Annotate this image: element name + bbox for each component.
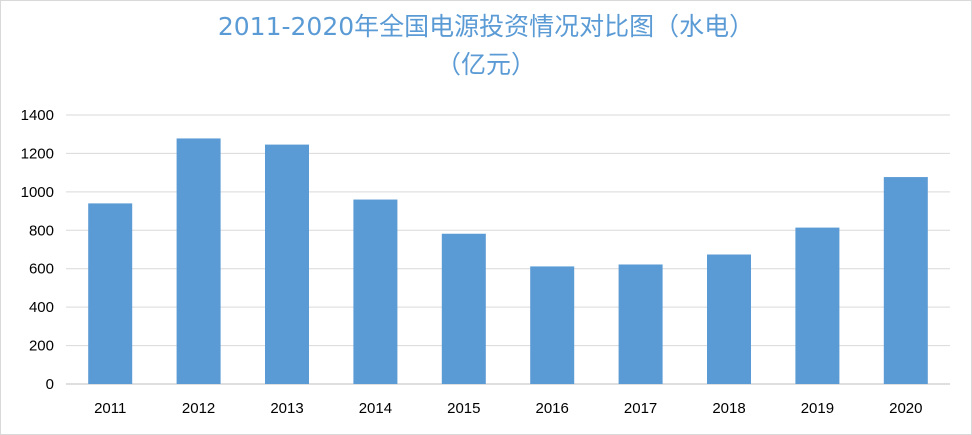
x-tick-label: 2012: [182, 400, 215, 417]
bar-2019: [795, 227, 840, 384]
y-tick-label: 0: [46, 376, 54, 393]
bar-2013: [265, 144, 309, 384]
bar-2014: [353, 199, 398, 384]
x-tick-label: 2019: [801, 400, 834, 417]
x-tick-label: 2013: [270, 400, 303, 417]
x-tick-label: 2014: [359, 400, 392, 417]
x-tick-label: 2015: [447, 400, 480, 417]
chart-subtitle: （亿元）: [435, 50, 536, 79]
bar-2020: [883, 177, 928, 384]
x-tick-label: 2020: [889, 400, 922, 417]
y-tick-label: 1400: [21, 107, 54, 124]
y-tick-label: 400: [29, 299, 54, 316]
x-tick-label: 2018: [712, 400, 745, 417]
y-tick-label: 1200: [21, 145, 54, 162]
bar-2018: [707, 254, 751, 384]
x-tick-label: 2016: [536, 400, 569, 417]
x-tick-label: 2017: [624, 400, 657, 417]
chart-title: 2011-2020年全国电源投资情况对比图（水电）: [217, 12, 755, 41]
y-tick-label: 600: [29, 261, 54, 278]
y-tick-label: 800: [29, 222, 54, 239]
bar-2015: [441, 233, 486, 384]
x-tick-label: 2011: [94, 400, 126, 417]
y-tick-label: 200: [29, 338, 54, 355]
y-tick-label: 1000: [21, 184, 54, 201]
bar-2017: [618, 264, 663, 384]
bar-2012: [176, 138, 221, 384]
bar-2011: [88, 203, 133, 384]
bar-2016: [530, 266, 575, 384]
